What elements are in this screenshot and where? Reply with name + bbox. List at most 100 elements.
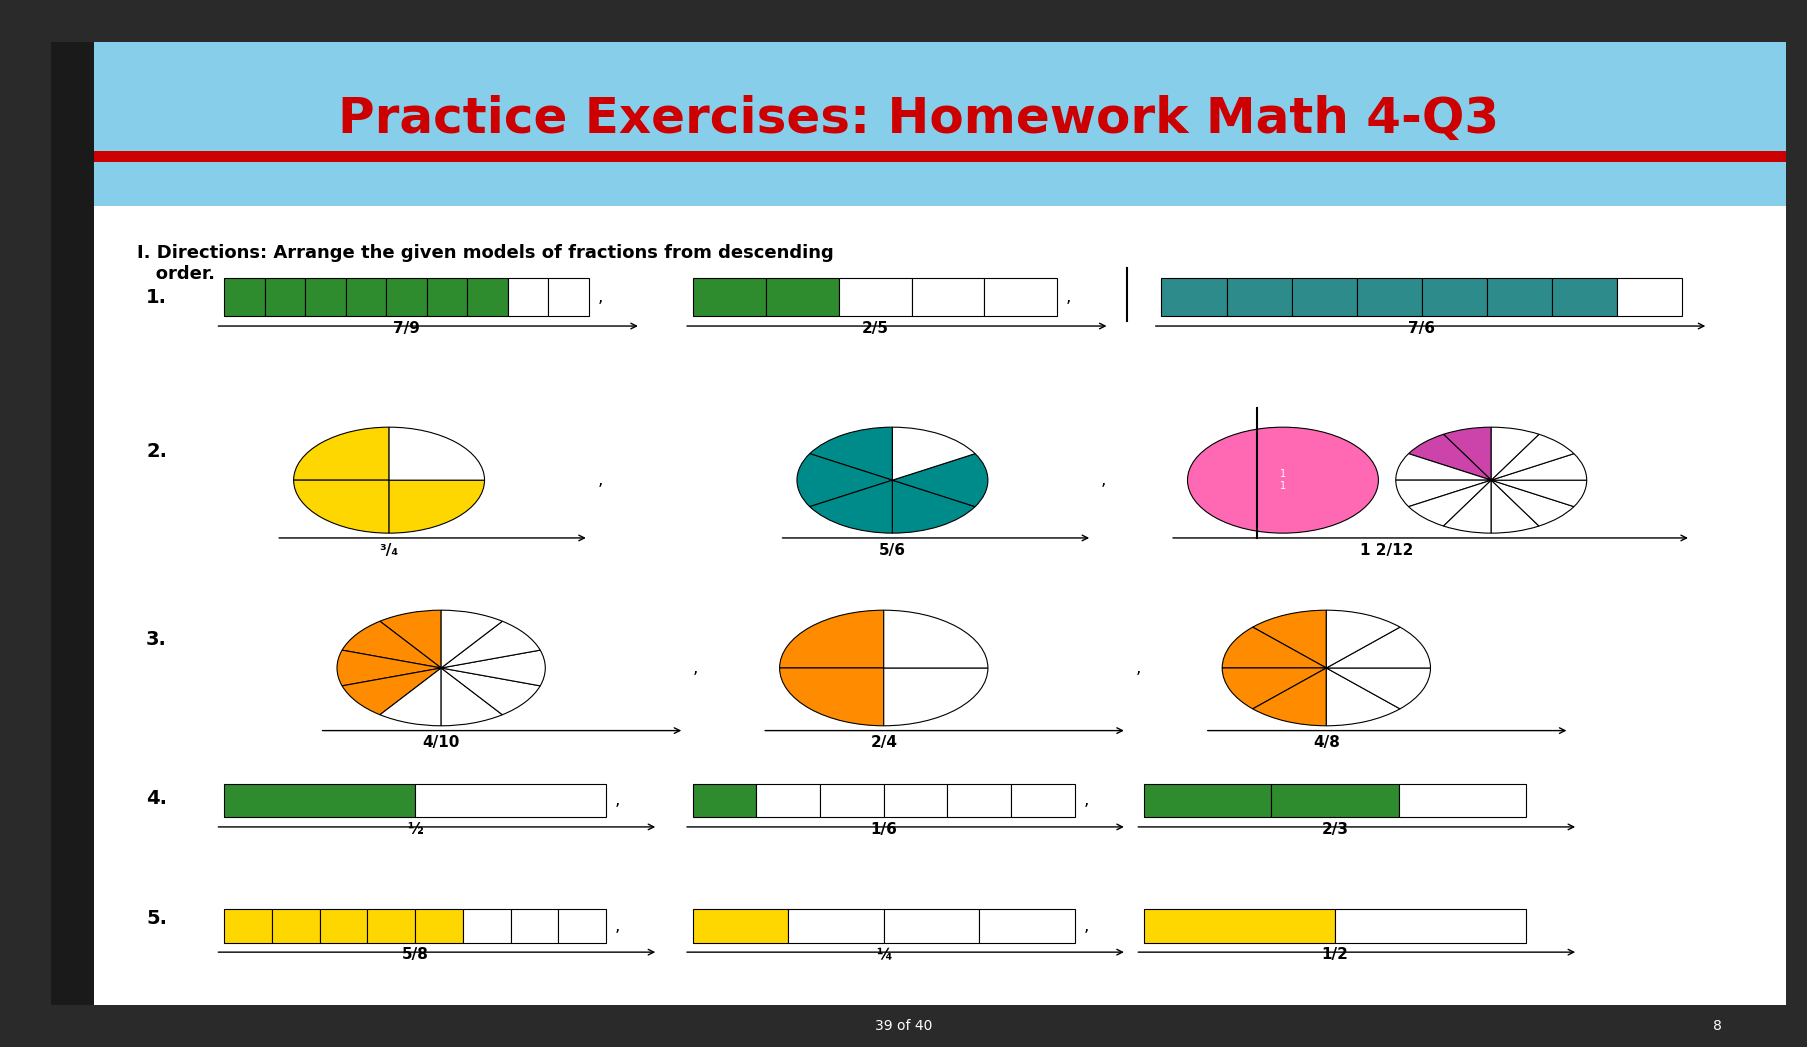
Wedge shape <box>1326 668 1399 726</box>
Text: ³/₄: ³/₄ <box>379 542 398 558</box>
Wedge shape <box>342 668 441 715</box>
Wedge shape <box>441 668 502 726</box>
Text: 4/10: 4/10 <box>423 735 459 751</box>
Bar <box>1334 909 1525 942</box>
Text: 1/2: 1/2 <box>1321 948 1348 962</box>
Text: ,: , <box>1082 792 1088 809</box>
Bar <box>766 277 838 316</box>
Text: ,: , <box>1082 917 1088 935</box>
Text: I. Directions: Arrange the given models of fractions from descending
   order.: I. Directions: Arrange the given models … <box>137 244 833 283</box>
Bar <box>979 909 1073 942</box>
Circle shape <box>1187 427 1377 533</box>
Bar <box>416 783 605 818</box>
Wedge shape <box>1442 427 1491 481</box>
Wedge shape <box>342 621 441 668</box>
Bar <box>1550 277 1615 316</box>
Text: ,: , <box>1135 659 1140 677</box>
Wedge shape <box>893 453 987 507</box>
Bar <box>1144 909 1334 942</box>
Wedge shape <box>1491 435 1574 481</box>
Wedge shape <box>1395 453 1491 481</box>
Text: ,: , <box>596 471 602 489</box>
Bar <box>1144 783 1270 818</box>
Text: 1
1: 1 1 <box>1279 469 1285 491</box>
Wedge shape <box>1326 627 1429 668</box>
Wedge shape <box>1442 481 1491 533</box>
Bar <box>947 783 1010 818</box>
Bar <box>1355 277 1420 316</box>
Text: 2/4: 2/4 <box>869 735 896 751</box>
Bar <box>692 909 788 942</box>
Wedge shape <box>1395 481 1491 507</box>
Wedge shape <box>810 427 893 481</box>
Wedge shape <box>1491 427 1538 481</box>
Text: 4.: 4. <box>146 788 166 807</box>
Wedge shape <box>441 610 502 668</box>
Bar <box>884 909 979 942</box>
Text: ½: ½ <box>407 822 423 838</box>
Bar <box>264 277 305 316</box>
Wedge shape <box>810 481 893 533</box>
Bar <box>1225 277 1290 316</box>
Wedge shape <box>293 481 389 533</box>
Wedge shape <box>1491 481 1587 507</box>
Bar <box>1160 277 1225 316</box>
Bar <box>508 277 548 316</box>
FancyBboxPatch shape <box>51 42 1785 216</box>
Bar <box>345 277 387 316</box>
Text: 5.: 5. <box>146 909 166 928</box>
Text: ,: , <box>692 659 698 677</box>
Bar <box>416 909 463 942</box>
Bar <box>387 277 426 316</box>
Wedge shape <box>1326 610 1399 668</box>
Wedge shape <box>336 650 441 686</box>
Wedge shape <box>1491 481 1538 533</box>
Text: ,: , <box>596 288 602 306</box>
Bar <box>1399 783 1525 818</box>
Bar <box>548 277 589 316</box>
Wedge shape <box>379 610 441 668</box>
Bar <box>838 277 911 316</box>
Wedge shape <box>1408 435 1491 481</box>
Bar <box>884 783 947 818</box>
Bar <box>367 909 416 942</box>
Bar <box>983 277 1057 316</box>
Text: ,: , <box>614 917 620 935</box>
Text: 39 of 40: 39 of 40 <box>875 1019 932 1033</box>
Bar <box>224 783 416 818</box>
Wedge shape <box>797 453 893 507</box>
Bar <box>692 277 766 316</box>
Text: 8: 8 <box>1713 1019 1720 1033</box>
Text: 5/8: 5/8 <box>401 948 428 962</box>
Wedge shape <box>884 668 987 726</box>
Wedge shape <box>389 427 484 481</box>
Wedge shape <box>1252 610 1326 668</box>
Text: Practice Exercises: Homework Math 4-Q3: Practice Exercises: Homework Math 4-Q3 <box>338 95 1498 143</box>
Text: 2/3: 2/3 <box>1321 822 1348 838</box>
Text: 7/9: 7/9 <box>392 321 419 336</box>
Bar <box>305 277 345 316</box>
Wedge shape <box>441 668 540 715</box>
Bar <box>224 909 271 942</box>
Bar <box>788 909 884 942</box>
Wedge shape <box>1222 627 1326 668</box>
Bar <box>1485 277 1550 316</box>
Wedge shape <box>293 427 389 481</box>
Bar <box>466 277 508 316</box>
Wedge shape <box>1491 453 1587 481</box>
Bar <box>755 783 820 818</box>
Bar <box>911 277 983 316</box>
FancyBboxPatch shape <box>51 151 1785 162</box>
Bar <box>558 909 605 942</box>
Wedge shape <box>1252 668 1326 726</box>
Bar <box>1010 783 1073 818</box>
Wedge shape <box>893 427 974 481</box>
Bar <box>1290 277 1355 316</box>
Bar <box>1270 783 1399 818</box>
Bar <box>510 909 558 942</box>
Wedge shape <box>379 668 441 726</box>
Text: ,: , <box>1066 288 1072 306</box>
Wedge shape <box>441 621 540 668</box>
Wedge shape <box>1491 481 1574 526</box>
Wedge shape <box>389 481 484 533</box>
